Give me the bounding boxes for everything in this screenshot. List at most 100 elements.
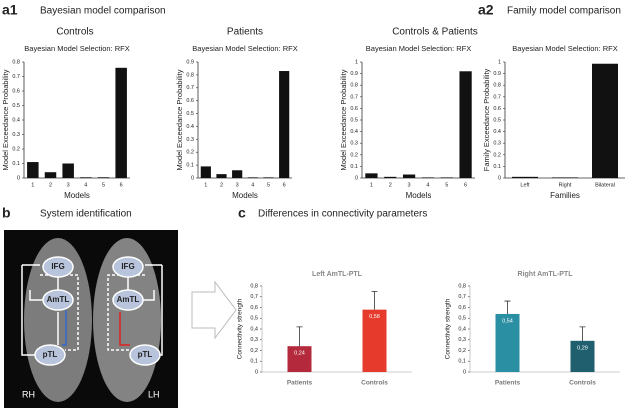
y-tick-label: 0.6 (350, 106, 358, 112)
y-tick-label: 0.3 (493, 141, 501, 147)
y-tick-label: 0.7 (493, 94, 501, 100)
y-tick-label: 0.2 (12, 146, 20, 152)
chart-heading: Controls (56, 27, 93, 38)
y-tick-label: 0.9 (186, 59, 194, 65)
connection (127, 264, 163, 356)
y-tick-label: 0,7 (250, 294, 258, 300)
chart-title: Bayesian Model Selection: RFX (512, 44, 617, 53)
y-tick-label: 1 (355, 59, 358, 65)
y-tick-label: 0,6 (458, 305, 466, 311)
y-tick-label: 1 (498, 59, 501, 65)
value-label: 0,58 (369, 314, 380, 320)
panel-label: c (238, 205, 246, 221)
y-axis-label: Model Exceedance Probability (175, 69, 184, 170)
y-tick-label: 0.5 (493, 117, 501, 123)
x-tick-label: 2 (49, 182, 52, 188)
bar (287, 346, 312, 372)
x-tick-label: 5 (445, 182, 448, 188)
y-tick-label: 0,8 (250, 283, 258, 289)
x-tick-label: Left (520, 182, 530, 188)
x-tick-label: 6 (120, 182, 123, 188)
x-tick-label: 6 (464, 182, 467, 188)
hemisphere-label: RH (22, 389, 35, 399)
x-axis-label: Models (406, 191, 432, 200)
x-tick-label: 1 (370, 182, 373, 188)
value-label: 0,24 (294, 351, 305, 357)
bar (200, 166, 211, 178)
y-tick-label: 0.1 (12, 161, 20, 167)
x-tick-label: Right (559, 182, 572, 188)
bar (62, 163, 74, 178)
connections (21, 264, 163, 356)
bar (402, 174, 416, 178)
y-tick-label: 0,2 (250, 348, 258, 354)
error-bar (504, 300, 511, 314)
bar (495, 313, 520, 372)
y-tick-label: 0.4 (350, 129, 358, 135)
connection (62, 310, 67, 346)
y-tick-label: 0.6 (186, 98, 194, 104)
y-tick-label: 0.3 (186, 137, 194, 143)
bar (80, 177, 92, 178)
x-tick-label: 3 (236, 182, 239, 188)
y-tick-label: 0.7 (350, 94, 358, 100)
bar (44, 172, 57, 178)
hemisphere-label: LH (148, 389, 160, 399)
x-tick-label: 2 (220, 182, 223, 188)
y-tick-label: 0 (355, 175, 358, 181)
y-tick-label: 0,5 (458, 316, 466, 322)
bar (421, 177, 435, 178)
y-tick-label: 0.1 (493, 164, 501, 170)
y-tick-label: 0,1 (250, 359, 258, 365)
node-label: IFG (51, 262, 64, 271)
y-tick-label: 0.5 (350, 117, 358, 123)
node-label: AmTL (47, 295, 70, 304)
x-tick-label: 4 (426, 182, 429, 188)
panel-label: b (2, 205, 11, 221)
bar (440, 177, 453, 178)
bar (384, 176, 397, 178)
y-tick-label: 0,3 (458, 337, 466, 343)
x-tick-label: 1 (31, 182, 34, 188)
bar (362, 309, 387, 372)
x-tick-label: 5 (102, 182, 105, 188)
x-tick-label: Controls (569, 380, 596, 387)
node-label: pTL (43, 350, 58, 359)
y-tick-label: 0 (498, 175, 501, 181)
bar (512, 176, 538, 178)
y-tick-label: 0 (191, 175, 194, 181)
node (129, 344, 161, 366)
y-tick-label: 0.2 (186, 150, 194, 156)
node-label: pTL (138, 350, 153, 359)
y-tick-label: 0.4 (186, 124, 194, 130)
chart-title: Right AmTL-PTL (518, 271, 574, 278)
node-label: IFG (121, 262, 134, 271)
y-tick-label: 0.5 (186, 111, 194, 117)
panel-title: Differences in connectivity parameters (258, 209, 427, 220)
chart-title: Left AmTL-PTL (312, 271, 363, 278)
y-tick-label: 0.3 (350, 141, 358, 147)
bar (115, 67, 127, 178)
x-axis-label: Models (64, 191, 90, 200)
panel-title: System identification (40, 209, 132, 220)
bar (592, 63, 618, 178)
x-tick-label: 5 (267, 182, 270, 188)
error-bar (579, 326, 586, 341)
y-axis-label: Model Exceedance Probability (1, 69, 10, 170)
chart-heading: Controls & Patients (392, 27, 478, 38)
x-axis-label: Families (550, 191, 580, 200)
x-axis-label: Models (232, 191, 258, 200)
y-tick-label: 0.2 (350, 152, 358, 158)
chart-heading: Patients (227, 27, 263, 38)
y-tick-label: 0.9 (350, 71, 358, 77)
y-tick-label: 0,4 (250, 326, 258, 332)
panel-title: Bayesian model comparison (40, 6, 166, 17)
panel-title: Family model comparison (507, 6, 621, 17)
x-tick-label: 3 (408, 182, 411, 188)
y-tick-label: 0,2 (458, 348, 466, 354)
x-tick-label: 4 (251, 182, 254, 188)
node-label: AmTL (117, 295, 140, 304)
x-tick-label: 1 (204, 182, 207, 188)
